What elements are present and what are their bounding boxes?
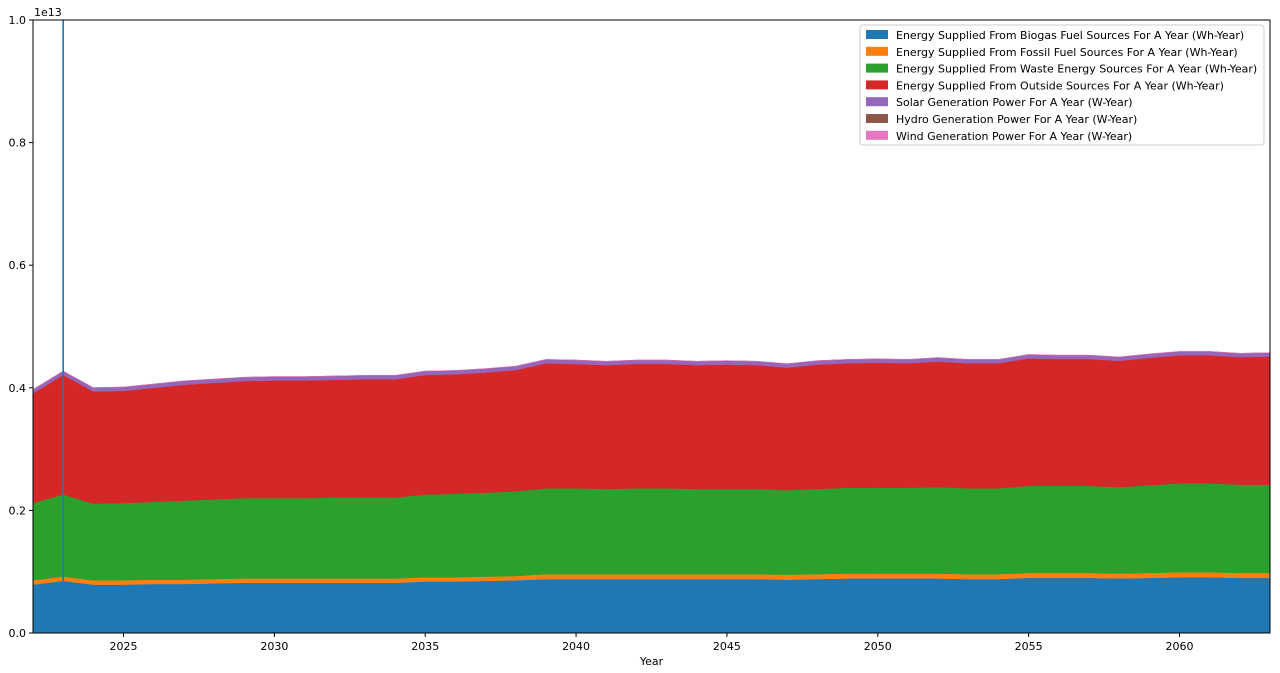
plot-frame xyxy=(32,19,1271,634)
legend-box xyxy=(859,24,1265,146)
y-tick-label: 0.0 xyxy=(9,627,27,640)
y-tick-label: 0.8 xyxy=(9,137,27,150)
area-series-group xyxy=(32,351,1271,634)
legend-label: Hydro Generation Power For A Year (W-Yea… xyxy=(896,113,1137,126)
x-tick-label: 2025 xyxy=(110,640,138,653)
legend-swatch-solar-generation-power-for-a-year-w-year xyxy=(866,97,888,107)
legend-label: Energy Supplied From Biogas Fuel Sources… xyxy=(896,29,1244,42)
x-tick-label: 2060 xyxy=(1165,640,1193,653)
legend-swatch-hydro-generation-power-for-a-year-w-year xyxy=(866,114,888,123)
y-tick-label: 0.6 xyxy=(9,259,27,272)
y-tick-label: 0.2 xyxy=(9,504,27,517)
x-tick-label: 2030 xyxy=(260,640,288,653)
x-tick-label: 2035 xyxy=(411,640,439,653)
legend-label: Solar Generation Power For A Year (W-Yea… xyxy=(896,96,1133,109)
legend-swatch-energy-supplied-from-biogas-fuel-sources-for-a-year-wh-year xyxy=(866,30,888,39)
legend-label: Energy Supplied From Fossil Fuel Sources… xyxy=(896,46,1238,59)
legend-swatch-wind-generation-power-for-a-year-w-year xyxy=(866,130,888,140)
legend-label: Wind Generation Power For A Year (W-Year… xyxy=(896,130,1132,143)
x-axis-ticks: 2025 2030 2035 2040 2045 2050 2055 2060 xyxy=(110,633,1193,653)
legend: Energy Supplied From Biogas Fuel Sources… xyxy=(859,24,1265,146)
y-tick-label: 0.4 xyxy=(9,382,27,395)
legend-label: Energy Supplied From Outside Sources For… xyxy=(896,79,1224,92)
area-series-energy-supplied-from-biogas-fuel-sources-for-a-year-wh-year xyxy=(32,576,1271,634)
x-tick-label: 2055 xyxy=(1015,640,1043,653)
x-tick-label: 2040 xyxy=(562,640,590,653)
legend-label: Energy Supplied From Waste Energy Source… xyxy=(896,63,1257,76)
legend-swatch-energy-supplied-from-fossil-fuel-sources-for-a-year-wh-year xyxy=(866,46,888,56)
x-axis-label: Year xyxy=(639,655,664,668)
legend-swatch-energy-supplied-from-waste-energy-sources-for-a-year-wh-year xyxy=(866,63,888,73)
y-tick-label: 1.0 xyxy=(9,14,27,27)
y-axis-ticks: 0.0 0.2 0.4 0.6 0.8 1.0 xyxy=(9,14,33,640)
y-offset-label: 1e13 xyxy=(34,6,62,19)
legend-swatch-energy-supplied-from-outside-sources-for-a-year-wh-year xyxy=(866,80,888,90)
x-tick-label: 2050 xyxy=(864,640,892,653)
x-tick-label: 2045 xyxy=(713,640,741,653)
